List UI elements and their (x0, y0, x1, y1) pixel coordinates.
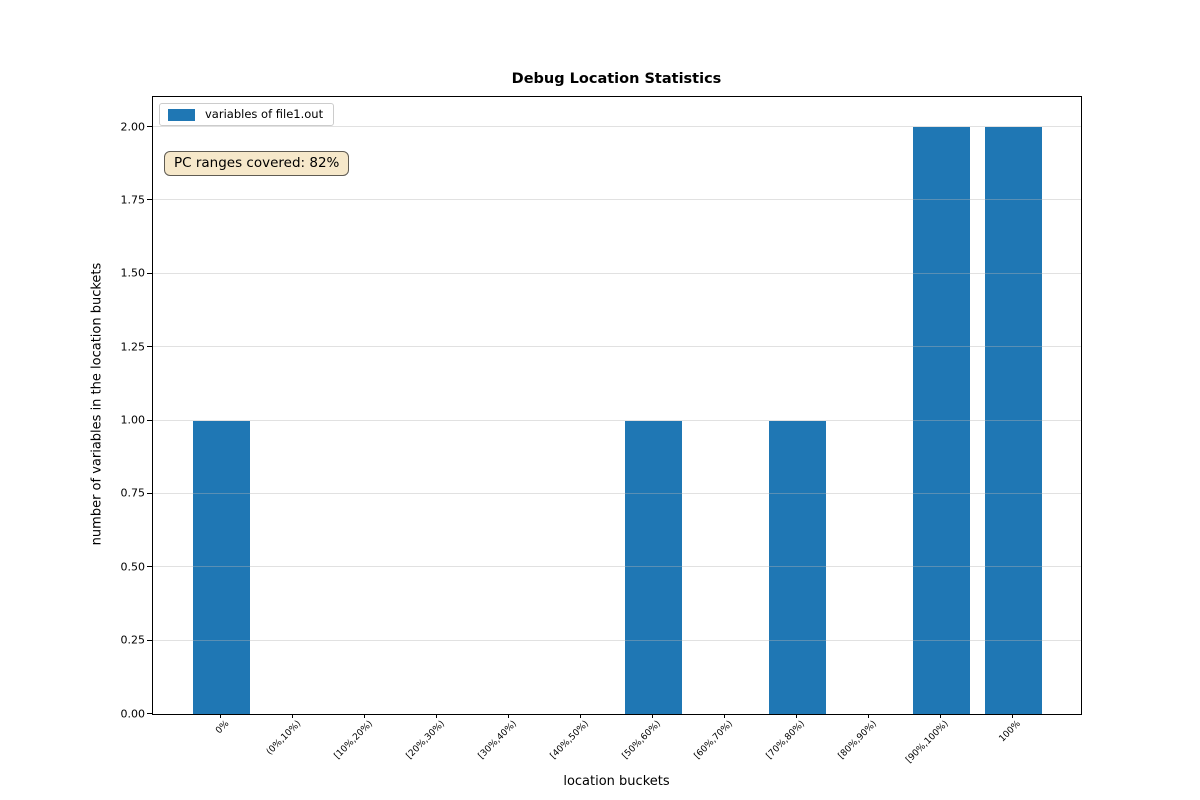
gridline (153, 639, 1081, 641)
bar (192, 420, 250, 714)
x-tick-label: (0%,10%) (264, 719, 304, 758)
x-tick-label: [60%,70%) (692, 719, 736, 762)
x-tick-mark (508, 714, 509, 718)
gridline (153, 199, 1081, 201)
x-tick-label: [80%,90%) (836, 719, 880, 762)
y-tick-label: 0.75 (120, 486, 146, 500)
gridline (153, 272, 1081, 274)
bar (768, 420, 826, 714)
y-axis-label: number of variables in the location buck… (89, 262, 105, 546)
y-tick-mark (147, 199, 152, 201)
gridline (153, 346, 1081, 348)
y-tick-mark (147, 566, 152, 568)
x-tick-label: [10%,20%) (332, 719, 376, 762)
y-tick-label: 1.25 (120, 340, 146, 354)
x-axis-label: location buckets (563, 774, 670, 789)
y-tick-label: 1.75 (120, 193, 146, 207)
x-tick-label: 100% (997, 719, 1024, 745)
legend-swatch (168, 108, 195, 121)
x-tick-mark (292, 714, 293, 718)
y-tick-mark (147, 126, 152, 127)
legend-label: variables of file1.out (205, 107, 324, 121)
gridline (153, 419, 1081, 421)
x-tick-mark (868, 714, 869, 718)
bar (624, 420, 682, 714)
y-tick-mark (147, 346, 152, 348)
x-tick-label: [20%,30%) (404, 719, 448, 762)
annotation-pc-ranges: PC ranges covered: 82% (164, 151, 350, 176)
x-tick-mark (580, 714, 581, 718)
x-tick-mark (940, 714, 941, 718)
x-tick-mark (1012, 714, 1013, 718)
x-tick-label: [90%,100%) (904, 719, 952, 766)
x-tick-mark (220, 714, 221, 718)
y-tick-label: 2.00 (120, 120, 146, 133)
y-tick-label: 0.00 (120, 707, 146, 720)
x-tick-label: 0% (213, 719, 232, 737)
y-tick-label: 0.50 (120, 560, 146, 574)
y-tick-mark (147, 419, 152, 421)
y-tick-label: 1.50 (120, 266, 146, 280)
legend: variables of file1.out (159, 103, 335, 126)
y-tick-mark (147, 272, 152, 274)
x-tick-mark (436, 714, 437, 718)
gridline (153, 492, 1081, 494)
chart-title: Debug Location Statistics (511, 71, 722, 87)
x-tick-mark (364, 714, 365, 718)
x-tick-mark (652, 714, 653, 718)
bar (984, 127, 1042, 714)
y-tick-mark (147, 492, 152, 494)
x-tick-label: [50%,60%) (620, 719, 664, 762)
y-tick-mark (147, 713, 152, 714)
y-tick-label: 1.00 (120, 413, 146, 427)
x-tick-label: [30%,40%) (476, 719, 520, 762)
gridline (153, 126, 1081, 127)
y-tick-mark (147, 639, 152, 641)
plot-area: variables of file1.out PC ranges covered… (152, 96, 1082, 715)
gridline (153, 566, 1081, 568)
x-tick-label: [40%,50%) (548, 719, 592, 762)
x-tick-mark (796, 714, 797, 718)
y-tick-label: 0.25 (120, 633, 146, 647)
x-tick-label: [70%,80%) (764, 719, 808, 762)
bar (912, 127, 970, 714)
x-tick-mark (724, 714, 725, 718)
